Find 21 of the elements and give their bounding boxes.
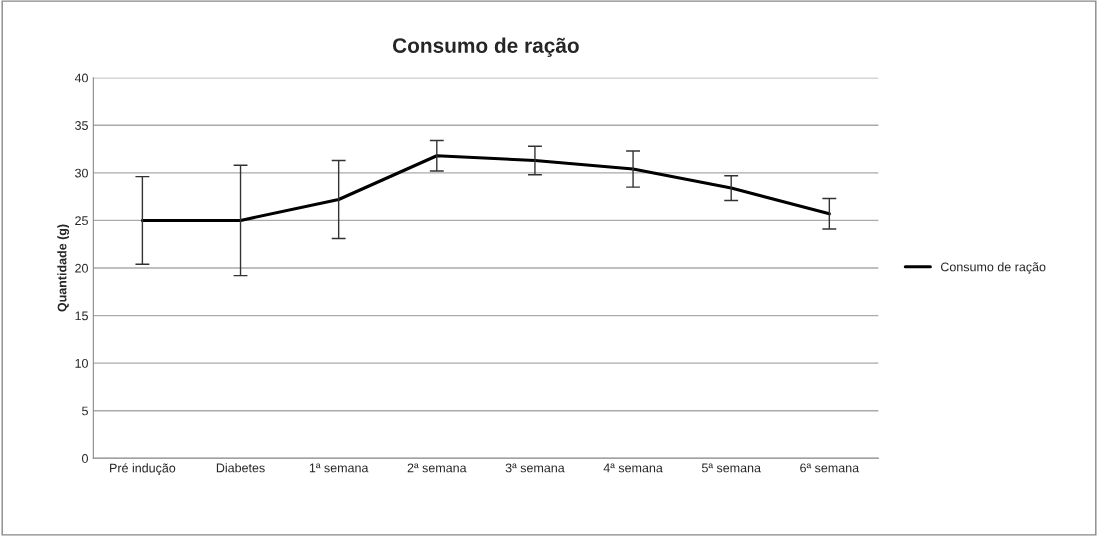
y-tick-label: 0	[82, 454, 88, 463]
x-tick-label: 2ª semana	[407, 463, 467, 473]
x-tick-label: 4ª semana	[603, 463, 663, 473]
x-tick-label: Pré indução	[110, 463, 176, 475]
line-series	[140, 154, 831, 222]
x-tick-label: 1ª semana	[309, 463, 369, 473]
y-tick-label: 5	[82, 406, 88, 416]
y-tick-label: 40	[74, 73, 88, 83]
y-tick-label: 30	[75, 168, 88, 178]
x-tick-label: 6ª semana	[800, 463, 860, 473]
y-tick-label: 35	[75, 121, 88, 130]
x-tick-label: Diabetes	[216, 463, 265, 473]
y-tick-label: 10	[75, 358, 88, 368]
y-axis-title: Quantidade (g)	[57, 224, 70, 312]
y-tick-label: 15	[75, 311, 88, 321]
chart-title: Consumo de ração	[392, 37, 579, 58]
legend-label: Consumo de ração	[940, 262, 1046, 274]
x-tick-label: 3ª semana	[505, 463, 565, 473]
x-tick-label: 5ª semana	[701, 463, 761, 473]
y-tick-label: 20	[75, 263, 88, 273]
y-tick-label: 25	[75, 216, 88, 226]
